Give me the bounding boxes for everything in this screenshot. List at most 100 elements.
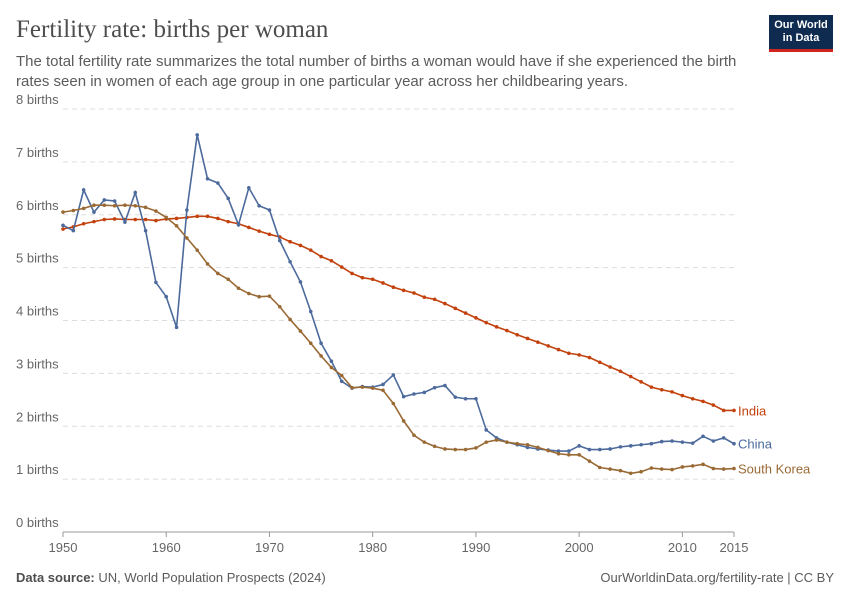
data-point (247, 291, 251, 296)
data-point (288, 260, 292, 264)
data-point (216, 216, 220, 221)
data-point (71, 208, 76, 213)
x-tick-label: 1960 (152, 540, 181, 555)
data-point (112, 199, 117, 203)
data-point (154, 280, 158, 285)
data-point (381, 281, 385, 285)
data-point (185, 208, 189, 212)
data-point (308, 248, 313, 252)
chart-title: Fertility rate: births per woman (16, 16, 329, 43)
data-source: Data source: UN, World Population Prospe… (16, 570, 326, 585)
data-point (618, 369, 623, 374)
data-point (474, 316, 478, 320)
data-point (81, 188, 86, 192)
data-point (690, 441, 695, 445)
data-point (701, 434, 705, 439)
data-point (164, 294, 169, 299)
data-point (247, 185, 251, 190)
data-point (721, 467, 726, 471)
data-point (381, 382, 385, 387)
data-point (628, 374, 633, 379)
data-point (474, 396, 478, 401)
data-point (61, 210, 65, 214)
data-point (205, 176, 210, 181)
data-point (618, 468, 623, 473)
data-point (308, 309, 313, 314)
data-point (711, 466, 716, 471)
data-point (92, 219, 96, 224)
data-point (360, 385, 365, 389)
data-point (298, 243, 303, 248)
data-point (701, 462, 705, 467)
data-point (329, 365, 334, 370)
data-point (267, 232, 272, 237)
data-point (546, 448, 550, 453)
owid-logo[interactable]: Our World in Data (769, 15, 833, 52)
data-point (649, 385, 654, 389)
data-point (401, 419, 406, 423)
data-point (112, 217, 117, 221)
data-point (618, 445, 623, 449)
series-line-india (62, 215, 734, 412)
data-point (81, 206, 86, 211)
source-link[interactable]: OurWorldinData.org/fertility-rate | CC B… (600, 570, 834, 585)
y-tick-label: 1 births (16, 462, 59, 477)
x-tick-label: 1950 (49, 540, 78, 555)
data-point (690, 464, 695, 468)
y-tick-label: 2 births (16, 409, 59, 424)
series-line-south-korea (62, 204, 735, 475)
data-point (701, 399, 705, 404)
data-point (659, 439, 664, 444)
data-point (577, 453, 581, 457)
data-point (257, 229, 261, 233)
data-point (308, 341, 313, 346)
data-point (71, 228, 76, 233)
data-point (525, 442, 530, 447)
data-point (267, 208, 272, 212)
data-point (298, 280, 303, 284)
data-point (577, 353, 581, 357)
data-point (102, 217, 107, 222)
data-point (288, 317, 292, 322)
data-point (639, 469, 643, 474)
series-label: India (738, 403, 767, 418)
data-point (391, 285, 396, 289)
y-tick-label: 4 births (16, 304, 59, 319)
series-label: China (738, 437, 773, 452)
y-tick-label: 6 births (16, 198, 59, 213)
data-point (370, 386, 375, 390)
data-point (143, 217, 148, 222)
data-point (195, 133, 199, 137)
data-point (608, 467, 612, 471)
x-tick-label: 2000 (565, 540, 594, 555)
data-point (339, 265, 344, 269)
data-point (649, 466, 654, 470)
data-point (463, 447, 468, 452)
data-point (598, 465, 602, 470)
data-point (587, 459, 592, 463)
data-point (670, 439, 674, 443)
data-point (484, 428, 489, 432)
data-point (298, 329, 303, 333)
data-point (216, 181, 220, 185)
data-point (412, 433, 416, 438)
data-point (205, 214, 210, 219)
data-point (732, 441, 736, 446)
data-point (174, 224, 179, 228)
data-point (721, 436, 726, 440)
data-point (598, 447, 602, 452)
data-point (133, 190, 138, 195)
data-point (329, 258, 334, 263)
data-point (463, 311, 468, 315)
data-point (329, 359, 334, 364)
data-point (598, 360, 602, 365)
data-point (339, 379, 344, 384)
data-point (319, 341, 323, 346)
series-label: South Korea (738, 462, 811, 477)
data-point (154, 218, 158, 223)
data-point (154, 209, 158, 213)
data-point (174, 216, 179, 221)
chart-subtitle: The total fertility rate summarizes the … (16, 53, 737, 90)
data-point (277, 238, 282, 243)
y-tick-label: 8 births (16, 92, 59, 107)
